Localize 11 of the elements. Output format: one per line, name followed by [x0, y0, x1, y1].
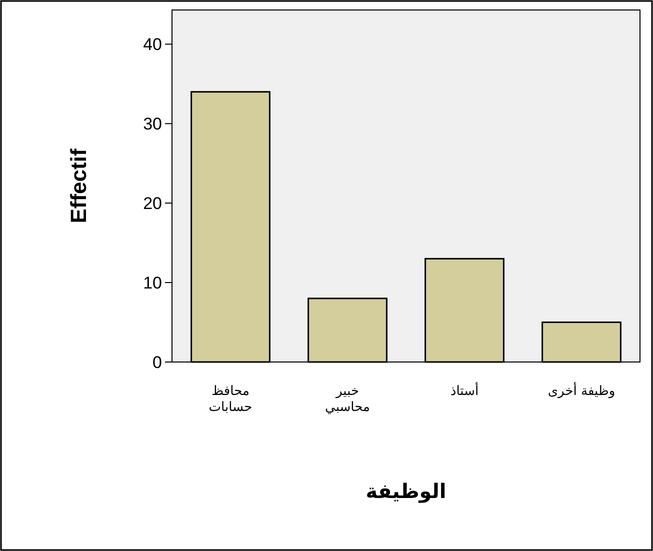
y-axis-title: Effectif [66, 148, 91, 224]
y-tick-label: 30 [143, 114, 162, 134]
x-tick-label: أستاذ [449, 384, 480, 400]
x-axis-title: الوظيفة [366, 479, 446, 503]
y-tick-label: 20 [143, 194, 162, 214]
y-tick-label: 40 [143, 35, 162, 54]
x-tick-label: خبير محاسبي [324, 384, 371, 416]
x-tick-label: محافظ حسابات [208, 384, 254, 416]
y-tick-label: 10 [143, 274, 162, 293]
y-tick-label: 0 [152, 353, 162, 372]
x-tick-label: وظيفة أخرى [546, 384, 616, 400]
